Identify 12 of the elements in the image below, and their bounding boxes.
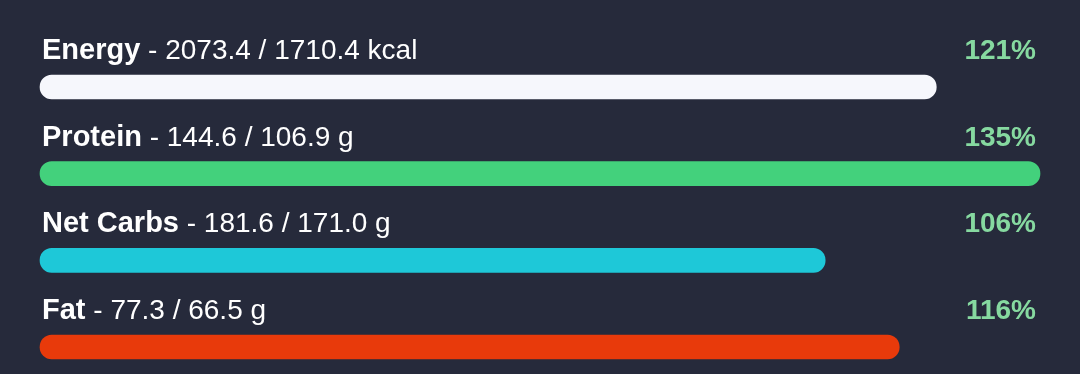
bar [39, 161, 1041, 186]
bar [39, 74, 937, 100]
y-tick-label: Energy - 2073.4 / 1710.4 kcal [42, 33, 418, 65]
bar [39, 248, 826, 273]
y-tick-label: Net Carbs - 181.6 / 171.0 g [42, 206, 391, 239]
data-label: 116% [965, 294, 1037, 325]
y-tick-label: Fat - 77.3 / 66.5 g [42, 293, 267, 325]
data-label: 135% [964, 120, 1037, 152]
data-label: 106% [964, 207, 1037, 239]
bar [39, 334, 900, 360]
y-tick-label: Protein - 144.6 / 106.9 g [42, 119, 354, 152]
data-label: 121% [964, 34, 1037, 65]
